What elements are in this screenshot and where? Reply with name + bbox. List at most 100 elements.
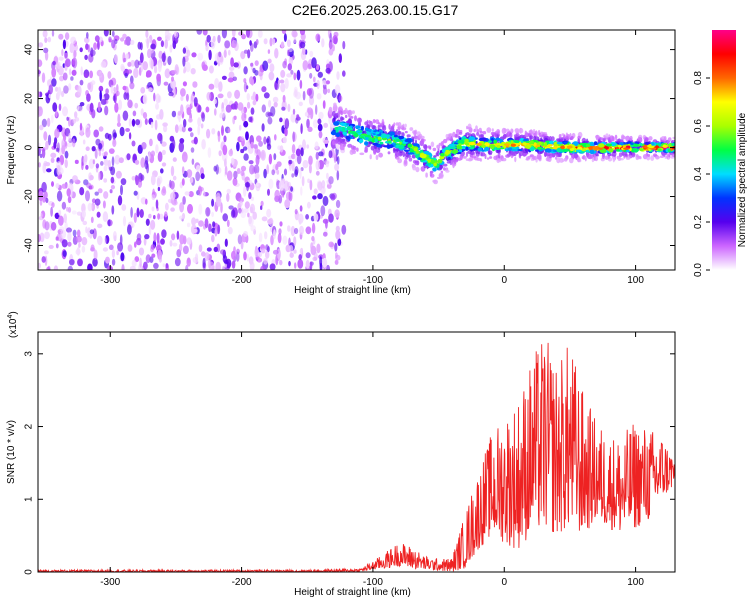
heatmap-cell — [542, 132, 548, 135]
heatmap-cell — [359, 152, 365, 156]
heatmap-cell — [522, 138, 529, 142]
heatmap-cell — [120, 178, 127, 186]
heatmap-cell — [221, 265, 225, 270]
heatmap-cell — [268, 99, 272, 108]
heatmap-cell — [89, 229, 95, 235]
heatmap-cell — [93, 42, 98, 50]
heatmap-cell — [282, 136, 287, 144]
heatmap-cell — [62, 250, 67, 257]
heatmap-cell — [605, 143, 613, 147]
heatmap-cell — [111, 205, 115, 215]
heatmap-cell — [97, 40, 100, 50]
heatmap-cell — [140, 87, 146, 94]
heatmap-cell — [317, 181, 323, 191]
heatmap-cell — [193, 136, 198, 145]
heatmap-cell — [387, 151, 391, 155]
heatmap-cell — [108, 244, 114, 251]
heatmap-cell — [67, 241, 72, 247]
heatmap-cell — [240, 165, 247, 172]
heatmap-cell — [66, 142, 73, 148]
heatmap-cell — [218, 81, 223, 92]
heatmap-cell — [220, 202, 223, 214]
heatmap-cell — [585, 143, 591, 148]
heatmap-cell — [47, 265, 51, 270]
heatmap-cell — [249, 40, 252, 46]
heatmap-cell — [50, 221, 57, 231]
heatmap-cell — [295, 91, 301, 100]
heatmap-cell — [122, 110, 129, 121]
heatmap-cell — [257, 69, 264, 77]
heatmap-cell — [61, 183, 68, 189]
heatmap-cell — [126, 153, 131, 161]
heatmap-cell — [154, 119, 158, 131]
heatmap-cell — [432, 167, 437, 172]
heatmap-cell — [123, 57, 127, 63]
heatmap-cell — [307, 63, 312, 70]
heatmap-cell — [506, 128, 510, 132]
heatmap-cell — [288, 260, 291, 267]
heatmap-cell — [429, 146, 432, 150]
heatmap-cell — [171, 200, 178, 206]
heatmap-cell — [172, 157, 177, 162]
heatmap-cell — [252, 211, 257, 220]
heatmap-cell — [238, 208, 242, 214]
heatmap-cell — [89, 70, 93, 79]
heatmap-cell — [388, 123, 391, 130]
heatmap-cell — [335, 225, 340, 232]
heatmap-cell — [117, 195, 123, 206]
heatmap-cell — [138, 247, 145, 256]
heatmap-cell — [157, 151, 163, 162]
heatmap-cell — [127, 244, 133, 252]
heatmap-cell — [560, 145, 565, 150]
heatmap-cell — [243, 66, 248, 75]
heatmap-cell — [103, 30, 109, 37]
heatmap-cell — [326, 172, 329, 180]
heatmap-cell — [248, 192, 252, 200]
heatmap-cell — [526, 156, 529, 161]
heatmap-cell — [51, 67, 57, 78]
heatmap-cell — [511, 148, 516, 152]
heatmap-cell — [265, 250, 270, 259]
heatmap-cell — [397, 135, 405, 140]
heatmap-cell — [490, 131, 495, 136]
heatmap-cell — [263, 92, 270, 99]
heatmap-cell — [186, 169, 193, 178]
heatmap-cell — [103, 151, 108, 156]
heatmap-cell — [236, 168, 241, 175]
heatmap-cell — [82, 220, 88, 226]
heatmap-cell — [61, 239, 68, 248]
heatmap-cell — [71, 69, 77, 76]
heatmap-cell — [39, 153, 43, 158]
heatmap-cell — [261, 123, 265, 132]
heatmap-cell — [62, 106, 68, 117]
heatmap-cell — [38, 262, 41, 269]
heatmap-cell — [603, 134, 606, 138]
heatmap-cell — [280, 69, 286, 78]
heatmap-cell — [201, 251, 206, 257]
heatmap-cell — [334, 259, 339, 265]
heatmap-cell — [634, 148, 639, 152]
heatmap-cell — [436, 144, 441, 149]
heatmap-cell — [328, 176, 334, 185]
snr-x-tick-label: 0 — [501, 577, 507, 588]
heatmap-cell — [412, 164, 417, 171]
heatmap-cell — [236, 141, 240, 152]
heatmap-cell — [227, 91, 232, 99]
heatmap-cell — [208, 49, 212, 61]
snr-plot-frame — [37, 331, 676, 573]
heatmap-cell — [330, 130, 337, 136]
heatmap-cell — [74, 111, 78, 119]
heatmap-cell — [411, 154, 417, 159]
heatmap-cell — [302, 160, 309, 169]
heatmap-cell — [280, 41, 285, 48]
heatmap-cell — [330, 194, 336, 201]
heatmap-cell — [412, 130, 417, 135]
heatmap-cell — [619, 142, 624, 146]
heatmap-cell — [476, 157, 482, 161]
heatmap-cell — [206, 91, 212, 101]
heatmap-y-tick-label: 0 — [24, 144, 35, 150]
heatmap-cell — [243, 120, 249, 128]
heatmap-cell — [399, 149, 404, 153]
heatmap-cell — [288, 190, 293, 202]
heatmap-cell — [430, 159, 435, 164]
